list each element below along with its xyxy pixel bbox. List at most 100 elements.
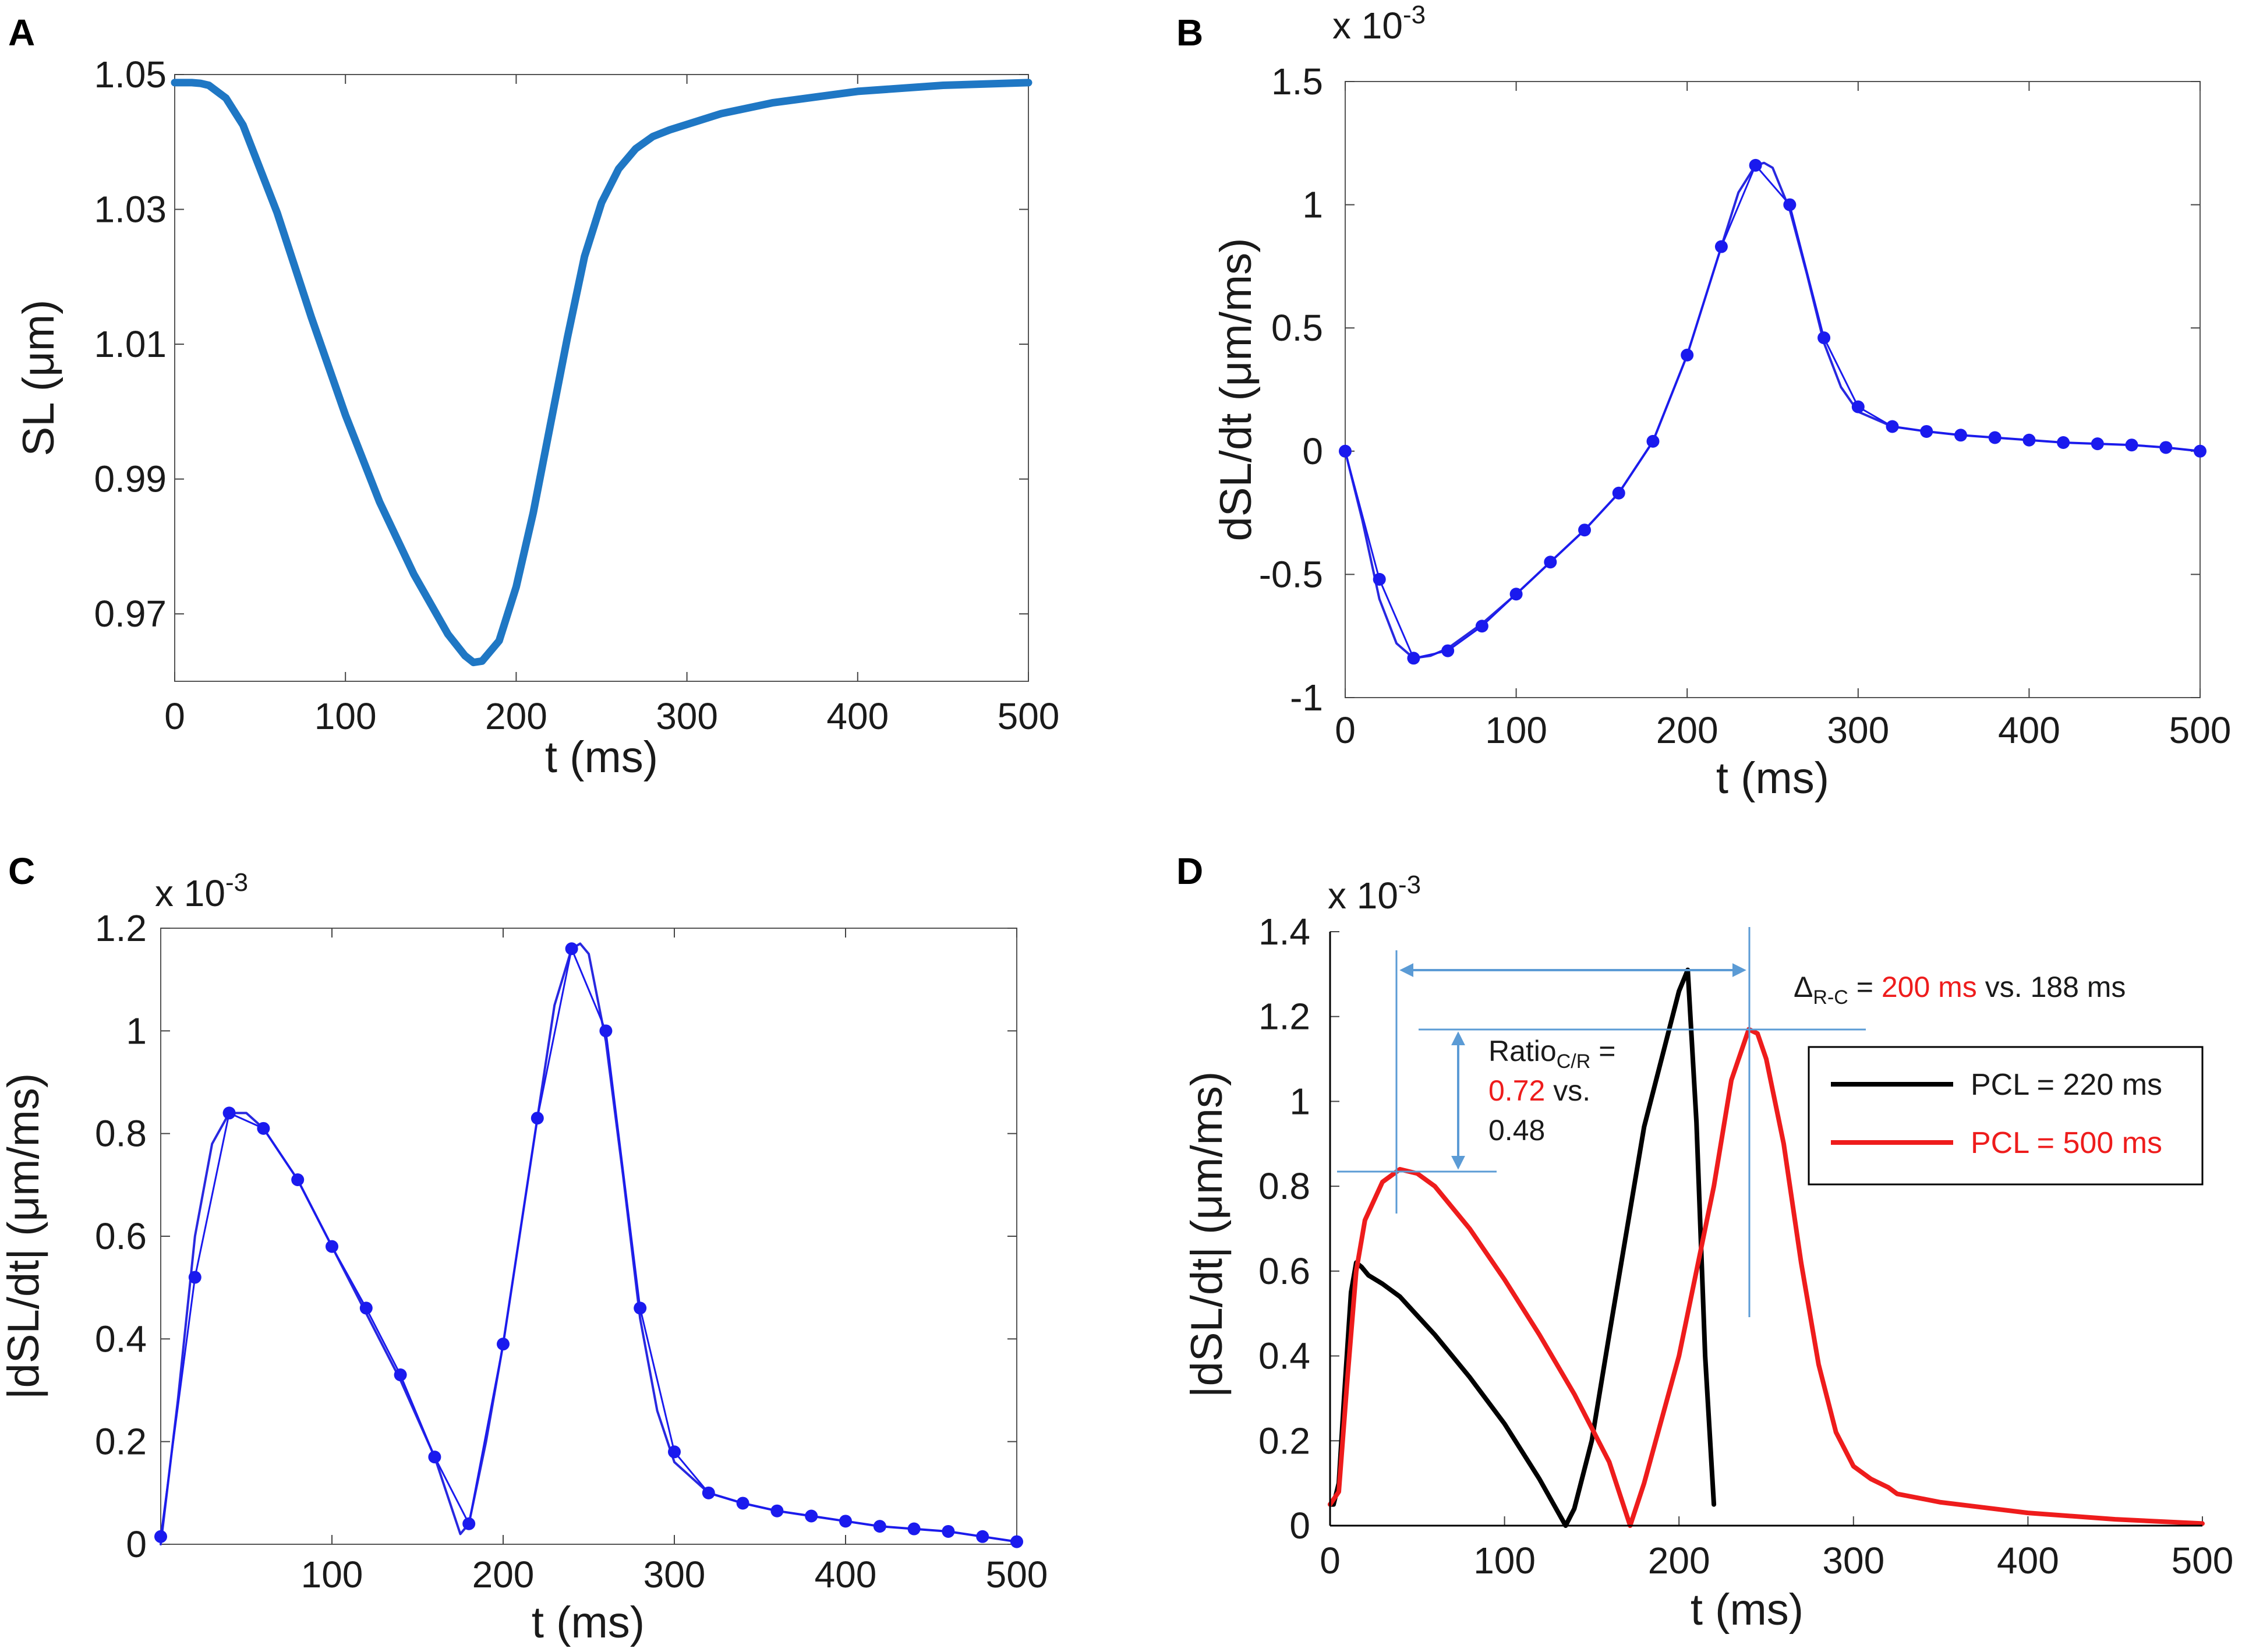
panel-b-ticks xyxy=(1345,81,2201,698)
x-tick-label: 200 xyxy=(472,1554,535,1596)
data-point xyxy=(702,1486,715,1499)
x-tick-label: 400 xyxy=(826,695,889,737)
y-tick-label: 0.8 xyxy=(95,1113,147,1155)
data-point xyxy=(2022,433,2036,447)
panel-c-xtick-labels: 100 200 300 400 500 xyxy=(301,1554,1048,1596)
data-point xyxy=(188,1271,201,1284)
x-tick-label: 400 xyxy=(1998,709,2060,751)
data-point xyxy=(805,1509,818,1523)
panel-letter-c: C xyxy=(8,850,35,892)
data-point xyxy=(1373,572,1386,586)
x-tick-label: 300 xyxy=(1822,1540,1884,1582)
x-tick-label: 400 xyxy=(1997,1540,2059,1582)
data-point xyxy=(1612,486,1625,500)
x-tick-label: 100 xyxy=(301,1554,363,1596)
panel-c-ylabel: |dSL/dt| (μm/ms) xyxy=(0,1073,48,1399)
legend-label-pcl220: PCL = 220 ms xyxy=(1971,1068,2162,1102)
legend-label-pcl500: PCL = 500 ms xyxy=(1971,1126,2162,1160)
data-point xyxy=(1010,1535,1023,1548)
data-point xyxy=(1783,198,1797,211)
panel-a-ytick-labels: 0.97 0.99 1.01 1.03 1.05 xyxy=(94,54,167,635)
y-tick-label: 1.2 xyxy=(95,907,147,949)
series-line-pcl-500-ms xyxy=(1328,1027,2205,1528)
x-tick-label: 300 xyxy=(643,1554,706,1596)
panel-c-ticks xyxy=(161,928,1017,1545)
y-tick-label: 0.4 xyxy=(1258,1335,1310,1377)
panel-a-xtick-labels: 0 100 200 300 400 500 xyxy=(164,695,1059,737)
data-point xyxy=(394,1368,407,1382)
data-point xyxy=(531,1112,544,1125)
x-tick-label: 300 xyxy=(656,695,718,737)
data-point xyxy=(668,1445,681,1459)
y-tick-label: 1.03 xyxy=(94,189,167,231)
data-point xyxy=(976,1530,989,1543)
x-tick-label: 300 xyxy=(1827,709,1889,751)
x-tick-label: 0 xyxy=(164,695,185,737)
x-tick-label: 500 xyxy=(2169,709,2232,751)
y-tick-label: 1.2 xyxy=(1258,996,1310,1038)
x-tick-label: 200 xyxy=(1656,709,1718,751)
data-point xyxy=(1681,348,1694,362)
y-tick-label: 0.4 xyxy=(95,1318,147,1360)
ratio-annotation-line2: 0.72 vs. xyxy=(1488,1074,1590,1107)
data-point xyxy=(736,1497,749,1510)
data-point xyxy=(1475,620,1488,633)
data-point xyxy=(291,1173,305,1187)
y-tick-label: 1 xyxy=(1302,184,1323,226)
y-tick-label: -0.5 xyxy=(1259,553,1323,595)
y-tick-label: 0.6 xyxy=(95,1215,147,1257)
panel-d-plot xyxy=(1328,967,2205,1528)
x-tick-label: 100 xyxy=(314,695,377,737)
data-point xyxy=(634,1301,647,1315)
data-point xyxy=(599,1024,613,1038)
x-tick-label: 0 xyxy=(1335,709,1356,751)
panel-c-ytick-labels: 0 0.2 0.4 0.6 0.8 1 1.2 xyxy=(95,907,147,1565)
y-tick-label: 1 xyxy=(1289,1080,1310,1122)
panel-b-plot xyxy=(1339,158,2206,665)
data-point xyxy=(1920,425,1933,438)
y-tick-label: 1.4 xyxy=(1258,911,1310,953)
panel-c-frame xyxy=(160,928,1017,1545)
panel-b-exponent: x 10-3 xyxy=(1332,1,1426,47)
data-point xyxy=(1646,434,1660,448)
series-line-sl xyxy=(171,79,1032,667)
panel-a-ylabel: SL (μm) xyxy=(14,300,63,457)
series-line-pcl-220-ms xyxy=(1328,967,1717,1528)
panel-c-plot xyxy=(154,942,1023,1548)
y-tick-label: 1.05 xyxy=(94,54,167,95)
data-point xyxy=(1817,331,1831,345)
ratio-annotation-line3: 0.48 xyxy=(1488,1114,1545,1147)
x-tick-label: 100 xyxy=(1473,1540,1536,1582)
data-point xyxy=(1851,400,1865,413)
panel-d-ylabel: |dSL/dt| (μm/ms) xyxy=(1182,1071,1232,1398)
y-tick-label: 0 xyxy=(1302,430,1323,472)
panel-d-xtick-labels: 0 100 200 300 400 500 xyxy=(1320,1540,2233,1582)
data-point xyxy=(839,1515,852,1528)
data-point xyxy=(565,942,578,956)
series-line-sampled xyxy=(1344,164,2201,659)
panel-b-xtick-labels: 0 100 200 300 400 500 xyxy=(1335,709,2231,751)
data-point xyxy=(2057,436,2070,449)
data-point xyxy=(1407,652,1420,665)
data-point xyxy=(359,1301,373,1315)
y-tick-label: 0.99 xyxy=(94,458,167,500)
data-point xyxy=(1749,158,1762,172)
x-tick-label: 200 xyxy=(1648,1540,1710,1582)
panel-a-frame xyxy=(174,74,1029,682)
x-tick-label: 100 xyxy=(1485,709,1547,751)
data-point xyxy=(257,1122,270,1135)
panel-d-ticks xyxy=(1329,931,2203,1526)
data-point xyxy=(2125,438,2138,452)
data-point xyxy=(1509,588,1523,601)
x-tick-label: 500 xyxy=(998,695,1060,737)
panel-a-ticks xyxy=(174,74,1029,681)
x-tick-label: 0 xyxy=(1320,1540,1341,1582)
data-point xyxy=(2194,444,2206,458)
x-tick-label: 400 xyxy=(815,1554,877,1596)
panel-c-exponent: x 10-3 xyxy=(155,868,248,914)
data-point xyxy=(1714,240,1728,253)
y-tick-label: 1.5 xyxy=(1271,61,1323,102)
delta-annotation: ΔR-C = 200 ms vs. 188 ms xyxy=(1794,971,2126,1009)
panel-a-chart: 0 100 200 300 400 500 0.97 0.99 1.01 1.03 1.05 t … xyxy=(14,54,1059,782)
